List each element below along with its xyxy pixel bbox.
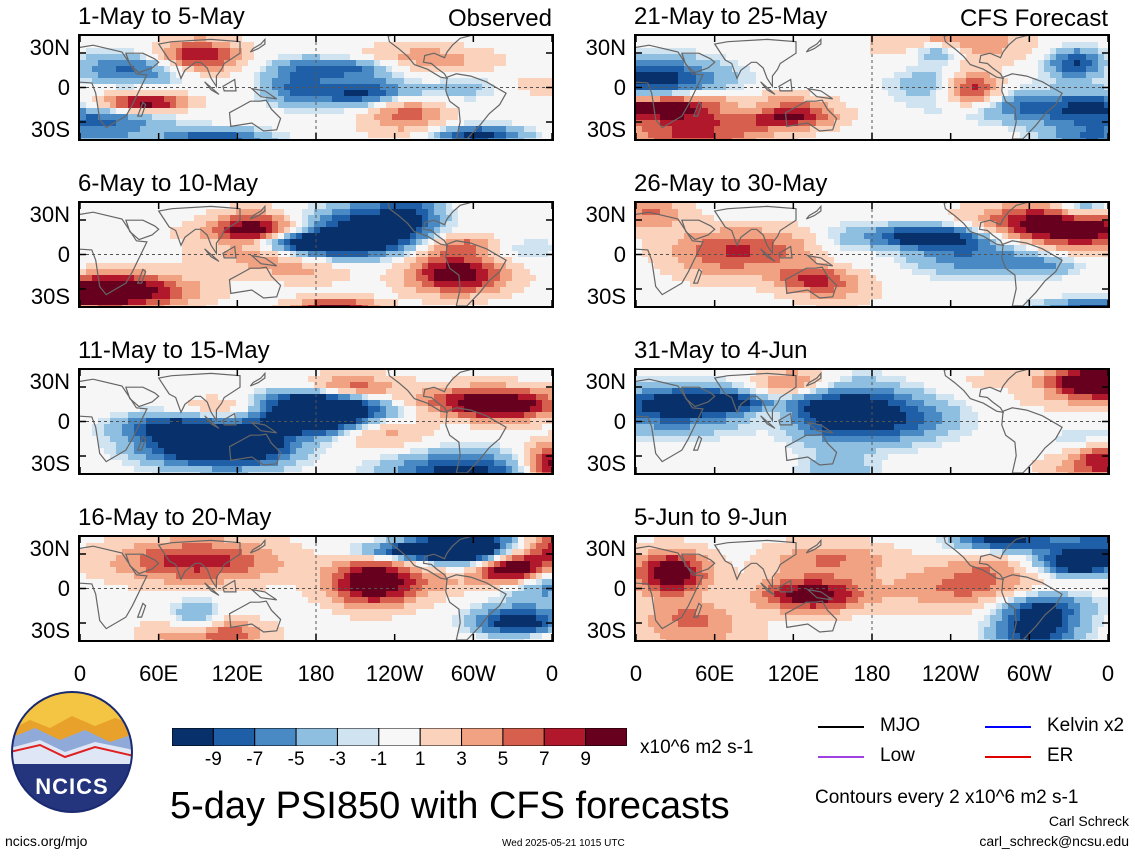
y-tick-label: 30N bbox=[585, 369, 626, 394]
y-tick-label: 30N bbox=[29, 35, 70, 60]
x-tick-label: 0 bbox=[1101, 661, 1115, 686]
y-tick-label: 30N bbox=[29, 202, 70, 227]
panel-title: 1-May to 5-May bbox=[78, 3, 245, 30]
legend-label: Kelvin x2 bbox=[1047, 715, 1125, 736]
panel-title: 16-May to 20-May bbox=[78, 504, 272, 531]
x-tick-label: 0 bbox=[73, 661, 87, 686]
colorbar-label: -1 bbox=[370, 749, 388, 770]
colorbar-swatch bbox=[461, 727, 504, 747]
colorbar-label: 1 bbox=[414, 749, 426, 770]
colorbar-swatch bbox=[419, 727, 463, 747]
colorbar-swatch bbox=[585, 727, 628, 747]
colorbar-swatch bbox=[502, 727, 545, 747]
y-tick-label: 0 bbox=[613, 75, 626, 100]
panel-title: 11-May to 15-May bbox=[78, 337, 270, 364]
chart-title: 5-day PSI850 with CFS forecasts bbox=[170, 785, 730, 827]
y-tick-label: 30S bbox=[30, 618, 70, 643]
colorbar-swatch bbox=[378, 727, 421, 747]
y-tick-label: 0 bbox=[57, 242, 70, 267]
legend-line bbox=[985, 726, 1031, 728]
y-tick-label: 30N bbox=[29, 369, 70, 394]
map-panel bbox=[78, 368, 554, 475]
x-tick-label: 120E bbox=[767, 661, 820, 686]
colorbar-label: -3 bbox=[329, 749, 346, 770]
y-tick-label: 0 bbox=[613, 242, 626, 267]
legend-line bbox=[985, 756, 1031, 758]
y-tick-label: 30S bbox=[586, 284, 626, 309]
y-tick-label: 30N bbox=[585, 35, 626, 60]
colorbar-label: 7 bbox=[538, 749, 550, 770]
map-panel bbox=[78, 201, 554, 308]
x-tick-label: 0 bbox=[629, 661, 643, 686]
x-tick-label: 120E bbox=[211, 661, 264, 686]
legend-label: ER bbox=[1047, 745, 1074, 766]
legend-line bbox=[818, 726, 864, 728]
website-link[interactable]: ncics.org/mjo bbox=[5, 833, 88, 849]
y-tick-label: 0 bbox=[613, 409, 626, 434]
legend-label: MJO bbox=[880, 715, 921, 736]
x-tick-label: 60W bbox=[450, 661, 496, 686]
y-tick-label: 30S bbox=[30, 284, 70, 309]
x-tick-label: 60E bbox=[695, 661, 735, 686]
author: Carl Schreck bbox=[1048, 813, 1129, 829]
colorbar-units: x10^6 m2 s-1 bbox=[640, 737, 754, 758]
y-tick-label: 30N bbox=[29, 536, 70, 561]
colorbar-swatch bbox=[171, 727, 214, 747]
y-tick-label: 30S bbox=[586, 117, 626, 142]
y-tick-label: 0 bbox=[57, 409, 70, 434]
map-panel bbox=[78, 34, 554, 141]
timestamp: Wed 2025-05-21 1015 UTC bbox=[502, 838, 625, 849]
x-tick-label: 180 bbox=[853, 661, 891, 686]
x-tick-label: 120W bbox=[921, 661, 980, 686]
y-tick-label: 30S bbox=[30, 117, 70, 142]
y-tick-label: 0 bbox=[57, 576, 70, 601]
colorbar-swatch bbox=[295, 727, 338, 747]
colorbar-label: -5 bbox=[287, 749, 305, 770]
panel-title: 6-May to 10-May bbox=[78, 170, 259, 197]
x-tick-label: 60W bbox=[1006, 661, 1052, 686]
legend-line bbox=[818, 756, 864, 758]
panel-title: 5-Jun to 9-Jun bbox=[634, 504, 788, 531]
observed-tag: Observed bbox=[447, 5, 552, 32]
panel-title: 31-May to 4-Jun bbox=[634, 337, 808, 364]
email: carl_schreck@ncsu.edu bbox=[979, 833, 1129, 849]
colorbar-swatch bbox=[543, 727, 587, 747]
forecast-tag: CFS Forecast bbox=[959, 5, 1108, 32]
x-tick-label: 60E bbox=[139, 661, 179, 686]
logo-text: NCICS bbox=[35, 774, 108, 799]
map-panel bbox=[634, 34, 1110, 141]
y-tick-label: 30S bbox=[586, 451, 626, 476]
colorbar bbox=[171, 727, 628, 747]
x-tick-label: 0 bbox=[545, 661, 559, 686]
colorbar-swatch bbox=[336, 727, 380, 747]
y-tick-label: 0 bbox=[613, 576, 626, 601]
y-tick-label: 30S bbox=[30, 451, 70, 476]
colorbar-label: 9 bbox=[580, 749, 591, 770]
colorbar-label: 5 bbox=[497, 749, 509, 770]
y-tick-label: 30N bbox=[585, 202, 626, 227]
colorbar-label: -9 bbox=[204, 749, 222, 770]
y-tick-label: 30S bbox=[586, 618, 626, 643]
y-tick-label: 0 bbox=[57, 75, 70, 100]
legend-label: Low bbox=[880, 745, 915, 766]
colorbar-label: -7 bbox=[246, 749, 264, 770]
map-panel bbox=[634, 201, 1110, 308]
colorbar-swatch bbox=[212, 727, 256, 747]
x-tick-label: 180 bbox=[297, 661, 335, 686]
colorbar-label: 3 bbox=[456, 749, 467, 770]
panel-title: 21-May to 25-May bbox=[634, 3, 828, 30]
contour-note: Contours every 2 x10^6 m2 s-1 bbox=[815, 787, 1079, 808]
map-panel bbox=[634, 368, 1110, 475]
colorbar-swatch bbox=[254, 727, 297, 747]
x-tick-label: 120W bbox=[365, 661, 424, 686]
map-panel bbox=[634, 535, 1110, 642]
map-panel bbox=[78, 535, 554, 642]
ncics-logo: NCICS bbox=[10, 690, 134, 814]
panel-title: 26-May to 30-May bbox=[634, 170, 828, 197]
y-tick-label: 30N bbox=[585, 536, 626, 561]
